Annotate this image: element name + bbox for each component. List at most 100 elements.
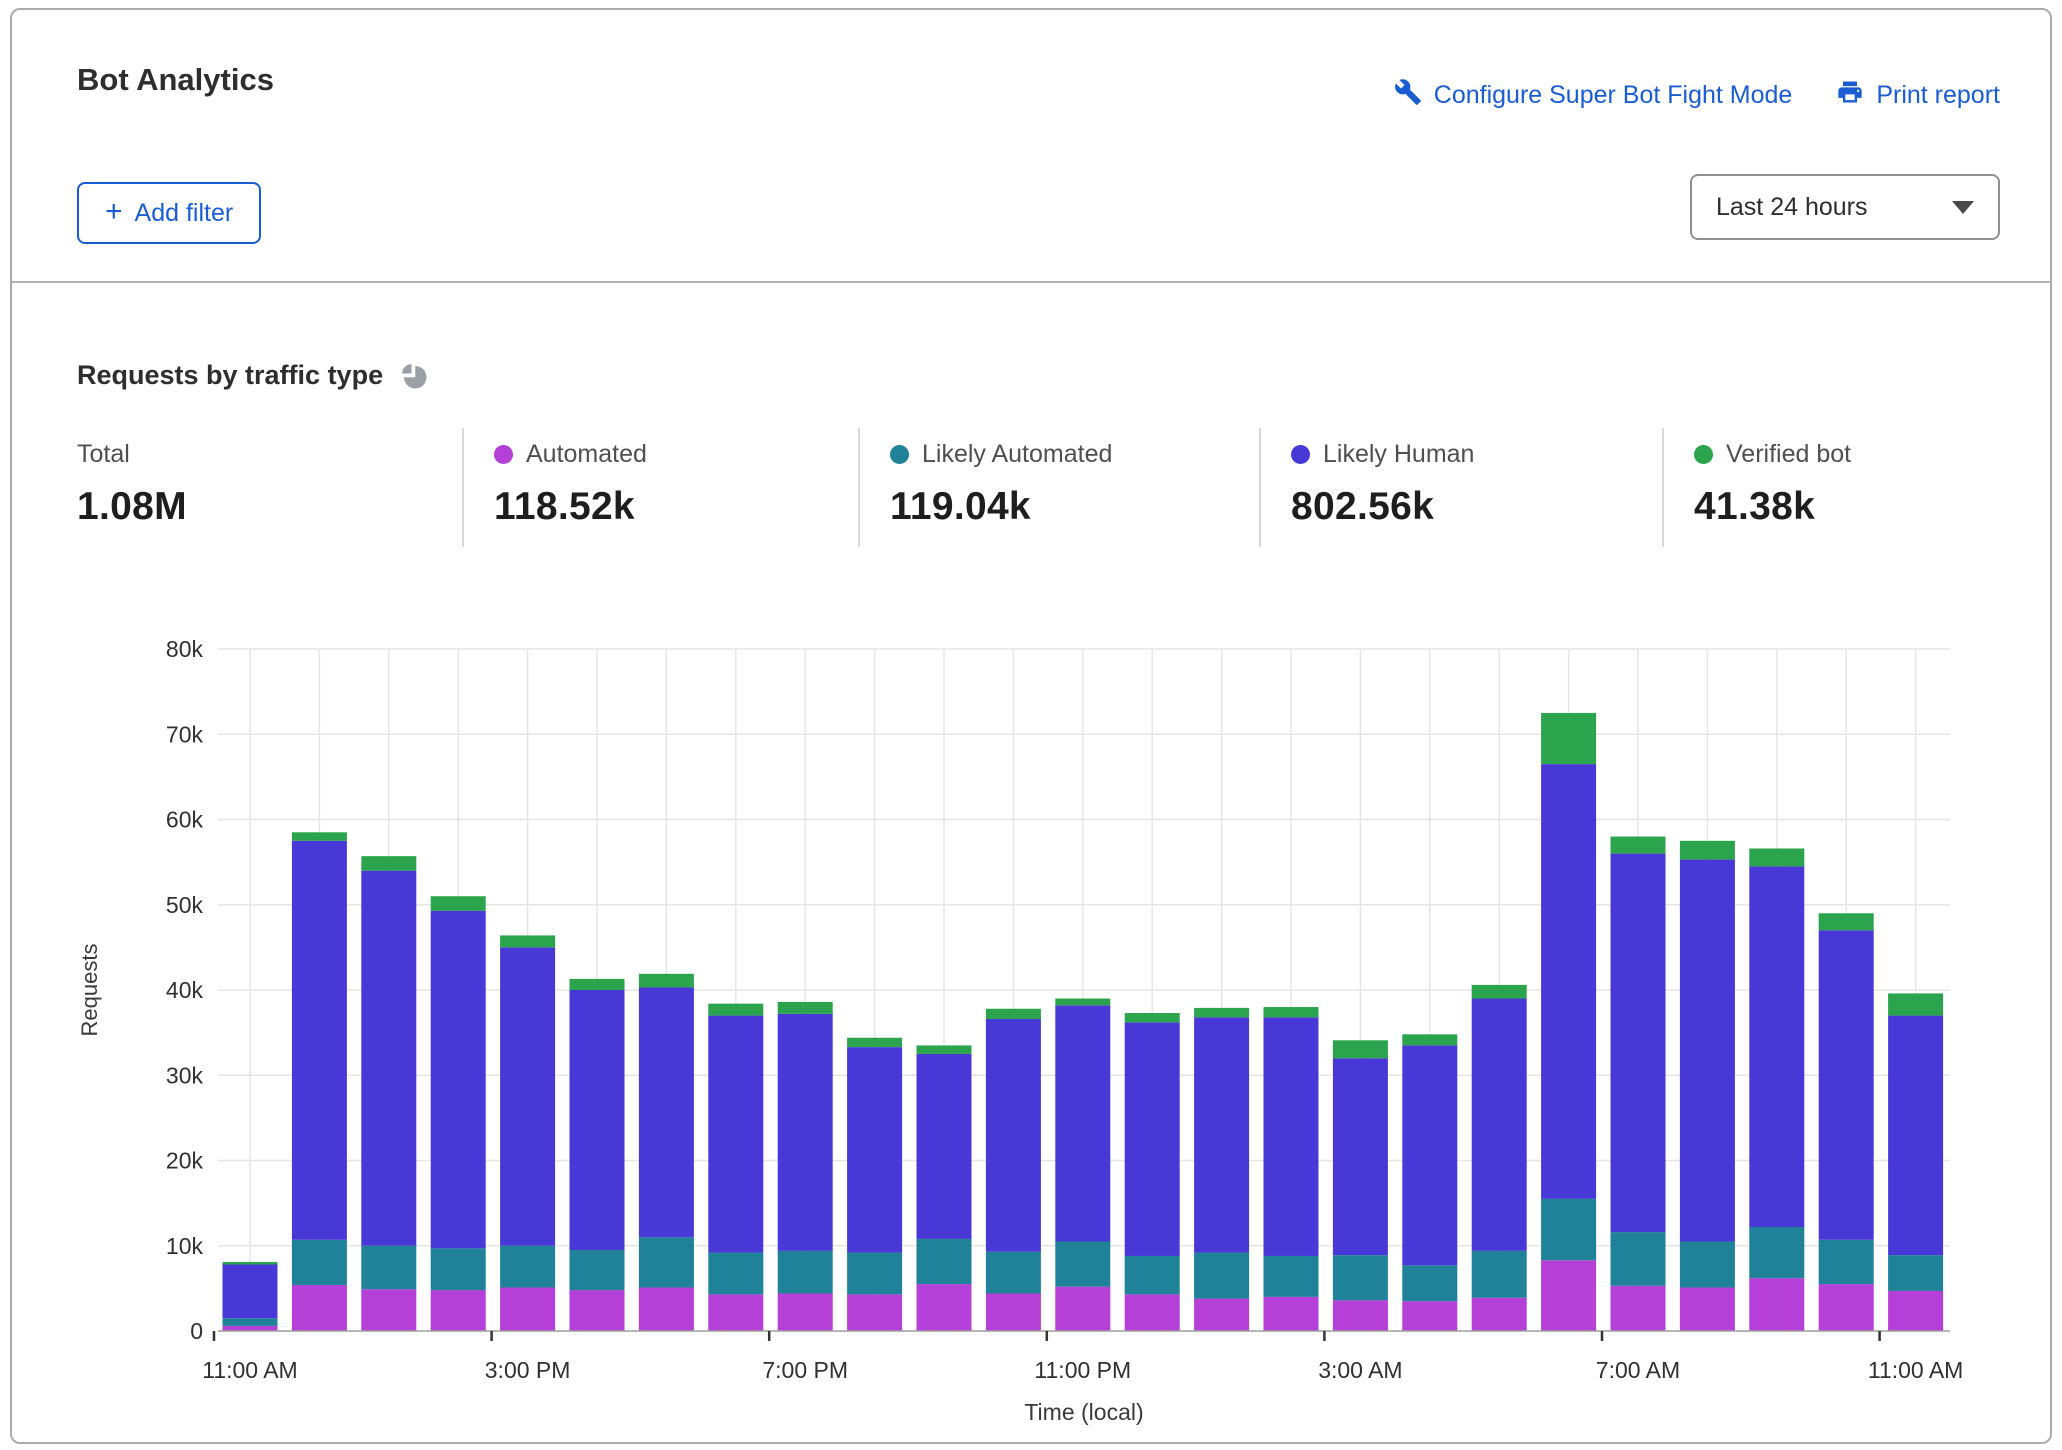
bar-segment-automated[interactable] [1610,1285,1666,1331]
bar-segment-likely-human[interactable] [1402,1045,1458,1266]
bar-segment-likely-automated[interactable] [1610,1232,1666,1286]
bar-segment-automated[interactable] [361,1289,417,1331]
bar-segment-likely-human[interactable] [1610,853,1666,1233]
print-report-link[interactable]: Print report [1836,78,2000,113]
bar-segment-likely-automated[interactable] [1541,1198,1597,1261]
bar-segment-verified-bot[interactable] [777,1001,833,1014]
add-filter-button[interactable]: + Add filter [77,182,262,244]
bar-segment-verified-bot[interactable] [500,935,556,948]
bar-segment-verified-bot[interactable] [430,896,486,911]
bar-segment-likely-human[interactable] [430,910,486,1249]
bar-segment-likely-human[interactable] [1055,1005,1111,1242]
bar-segment-verified-bot[interactable] [222,1261,278,1265]
bar-segment-automated[interactable] [1679,1287,1735,1331]
bar-segment-likely-human[interactable] [638,987,694,1238]
bar-segment-likely-human[interactable] [569,990,625,1251]
bar-segment-likely-automated[interactable] [1888,1255,1944,1291]
bar-segment-automated[interactable] [1402,1301,1458,1331]
bar-segment-verified-bot[interactable] [1679,840,1735,860]
bar-segment-likely-automated[interactable] [777,1250,833,1294]
bar-segment-likely-human[interactable] [985,1018,1041,1252]
bar-segment-likely-automated[interactable] [1055,1241,1111,1287]
bar-segment-likely-automated[interactable] [291,1239,347,1285]
bar-segment-verified-bot[interactable] [361,856,417,871]
bar-segment-verified-bot[interactable] [985,1008,1041,1019]
bar-segment-likely-automated[interactable] [1194,1252,1250,1299]
bar-segment-likely-automated[interactable] [1679,1241,1735,1288]
bar-segment-likely-human[interactable] [1124,1022,1180,1256]
bar-segment-verified-bot[interactable] [708,1003,764,1016]
bar-segment-automated[interactable] [777,1293,833,1331]
bar-segment-verified-bot[interactable] [1124,1013,1180,1023]
bar-segment-likely-automated[interactable] [500,1245,556,1288]
bar-segment-likely-automated[interactable] [638,1237,694,1288]
bar-segment-likely-human[interactable] [1332,1058,1388,1256]
bar-segment-automated[interactable] [222,1325,278,1331]
configure-super-bot-fight-mode-link[interactable]: Configure Super Bot Fight Mode [1394,78,1792,113]
bar-segment-likely-human[interactable] [1818,930,1874,1240]
bar-segment-verified-bot[interactable] [1332,1040,1388,1059]
bar-segment-likely-automated[interactable] [1402,1265,1458,1302]
bar-segment-verified-bot[interactable] [569,978,625,990]
bar-segment-likely-automated[interactable] [985,1251,1041,1294]
bar-segment-likely-automated[interactable] [569,1250,625,1291]
bar-segment-likely-automated[interactable] [1818,1239,1874,1285]
time-range-select[interactable]: Last 24 hours [1690,174,2000,240]
bar-segment-verified-bot[interactable] [1402,1034,1458,1046]
bar-segment-automated[interactable] [1332,1300,1388,1331]
bar-segment-likely-automated[interactable] [1124,1255,1180,1295]
bar-segment-likely-automated[interactable] [1749,1226,1805,1279]
bar-segment-automated[interactable] [500,1287,556,1331]
bar-segment-automated[interactable] [847,1294,903,1331]
bar-segment-automated[interactable] [708,1294,764,1331]
bar-segment-automated[interactable] [638,1287,694,1331]
bar-segment-verified-bot[interactable] [1888,993,1944,1016]
bar-segment-verified-bot[interactable] [1194,1007,1250,1018]
bar-segment-automated[interactable] [1263,1296,1319,1331]
bar-segment-likely-human[interactable] [1679,859,1735,1242]
bar-segment-likely-human[interactable] [1888,1015,1944,1256]
bar-segment-likely-human[interactable] [361,870,417,1246]
bar-segment-verified-bot[interactable] [1749,848,1805,867]
bar-segment-likely-human[interactable] [916,1053,972,1239]
bar-segment-likely-human[interactable] [1471,998,1527,1251]
bar-segment-verified-bot[interactable] [1055,998,1111,1006]
bar-segment-verified-bot[interactable] [1610,836,1666,854]
bar-segment-automated[interactable] [1541,1260,1597,1331]
bar-segment-likely-human[interactable] [1541,764,1597,1199]
bar-segment-automated[interactable] [1124,1294,1180,1331]
bar-segment-likely-human[interactable] [1749,866,1805,1227]
bar-segment-likely-automated[interactable] [430,1248,486,1291]
bar-segment-likely-automated[interactable] [916,1238,972,1285]
bar-segment-likely-human[interactable] [847,1047,903,1253]
bar-segment-likely-automated[interactable] [708,1252,764,1295]
bar-segment-likely-human[interactable] [1194,1017,1250,1253]
bar-segment-automated[interactable] [430,1290,486,1331]
bar-segment-verified-bot[interactable] [1471,984,1527,999]
bar-segment-likely-automated[interactable] [847,1252,903,1295]
bar-segment-likely-human[interactable] [222,1264,278,1319]
bar-segment-automated[interactable] [1194,1298,1250,1331]
bar-segment-verified-bot[interactable] [847,1037,903,1048]
bar-segment-likely-automated[interactable] [222,1318,278,1326]
bar-segment-verified-bot[interactable] [638,973,694,988]
bar-segment-automated[interactable] [569,1290,625,1331]
bar-segment-likely-automated[interactable] [1332,1255,1388,1301]
bar-segment-automated[interactable] [1471,1297,1527,1331]
bar-segment-likely-human[interactable] [291,840,347,1240]
bar-segment-likely-human[interactable] [1263,1017,1319,1256]
bar-segment-automated[interactable] [916,1284,972,1331]
bar-segment-verified-bot[interactable] [1541,712,1597,765]
bar-segment-likely-automated[interactable] [361,1245,417,1290]
bar-segment-likely-automated[interactable] [1471,1250,1527,1298]
bar-segment-likely-human[interactable] [777,1013,833,1251]
bar-segment-verified-bot[interactable] [1263,1007,1319,1018]
bar-segment-verified-bot[interactable] [291,832,347,841]
bar-segment-automated[interactable] [1749,1278,1805,1331]
bar-segment-automated[interactable] [1888,1290,1944,1331]
bar-segment-likely-automated[interactable] [1263,1255,1319,1297]
bar-segment-automated[interactable] [291,1284,347,1331]
bar-segment-verified-bot[interactable] [916,1045,972,1054]
bar-segment-automated[interactable] [985,1293,1041,1331]
